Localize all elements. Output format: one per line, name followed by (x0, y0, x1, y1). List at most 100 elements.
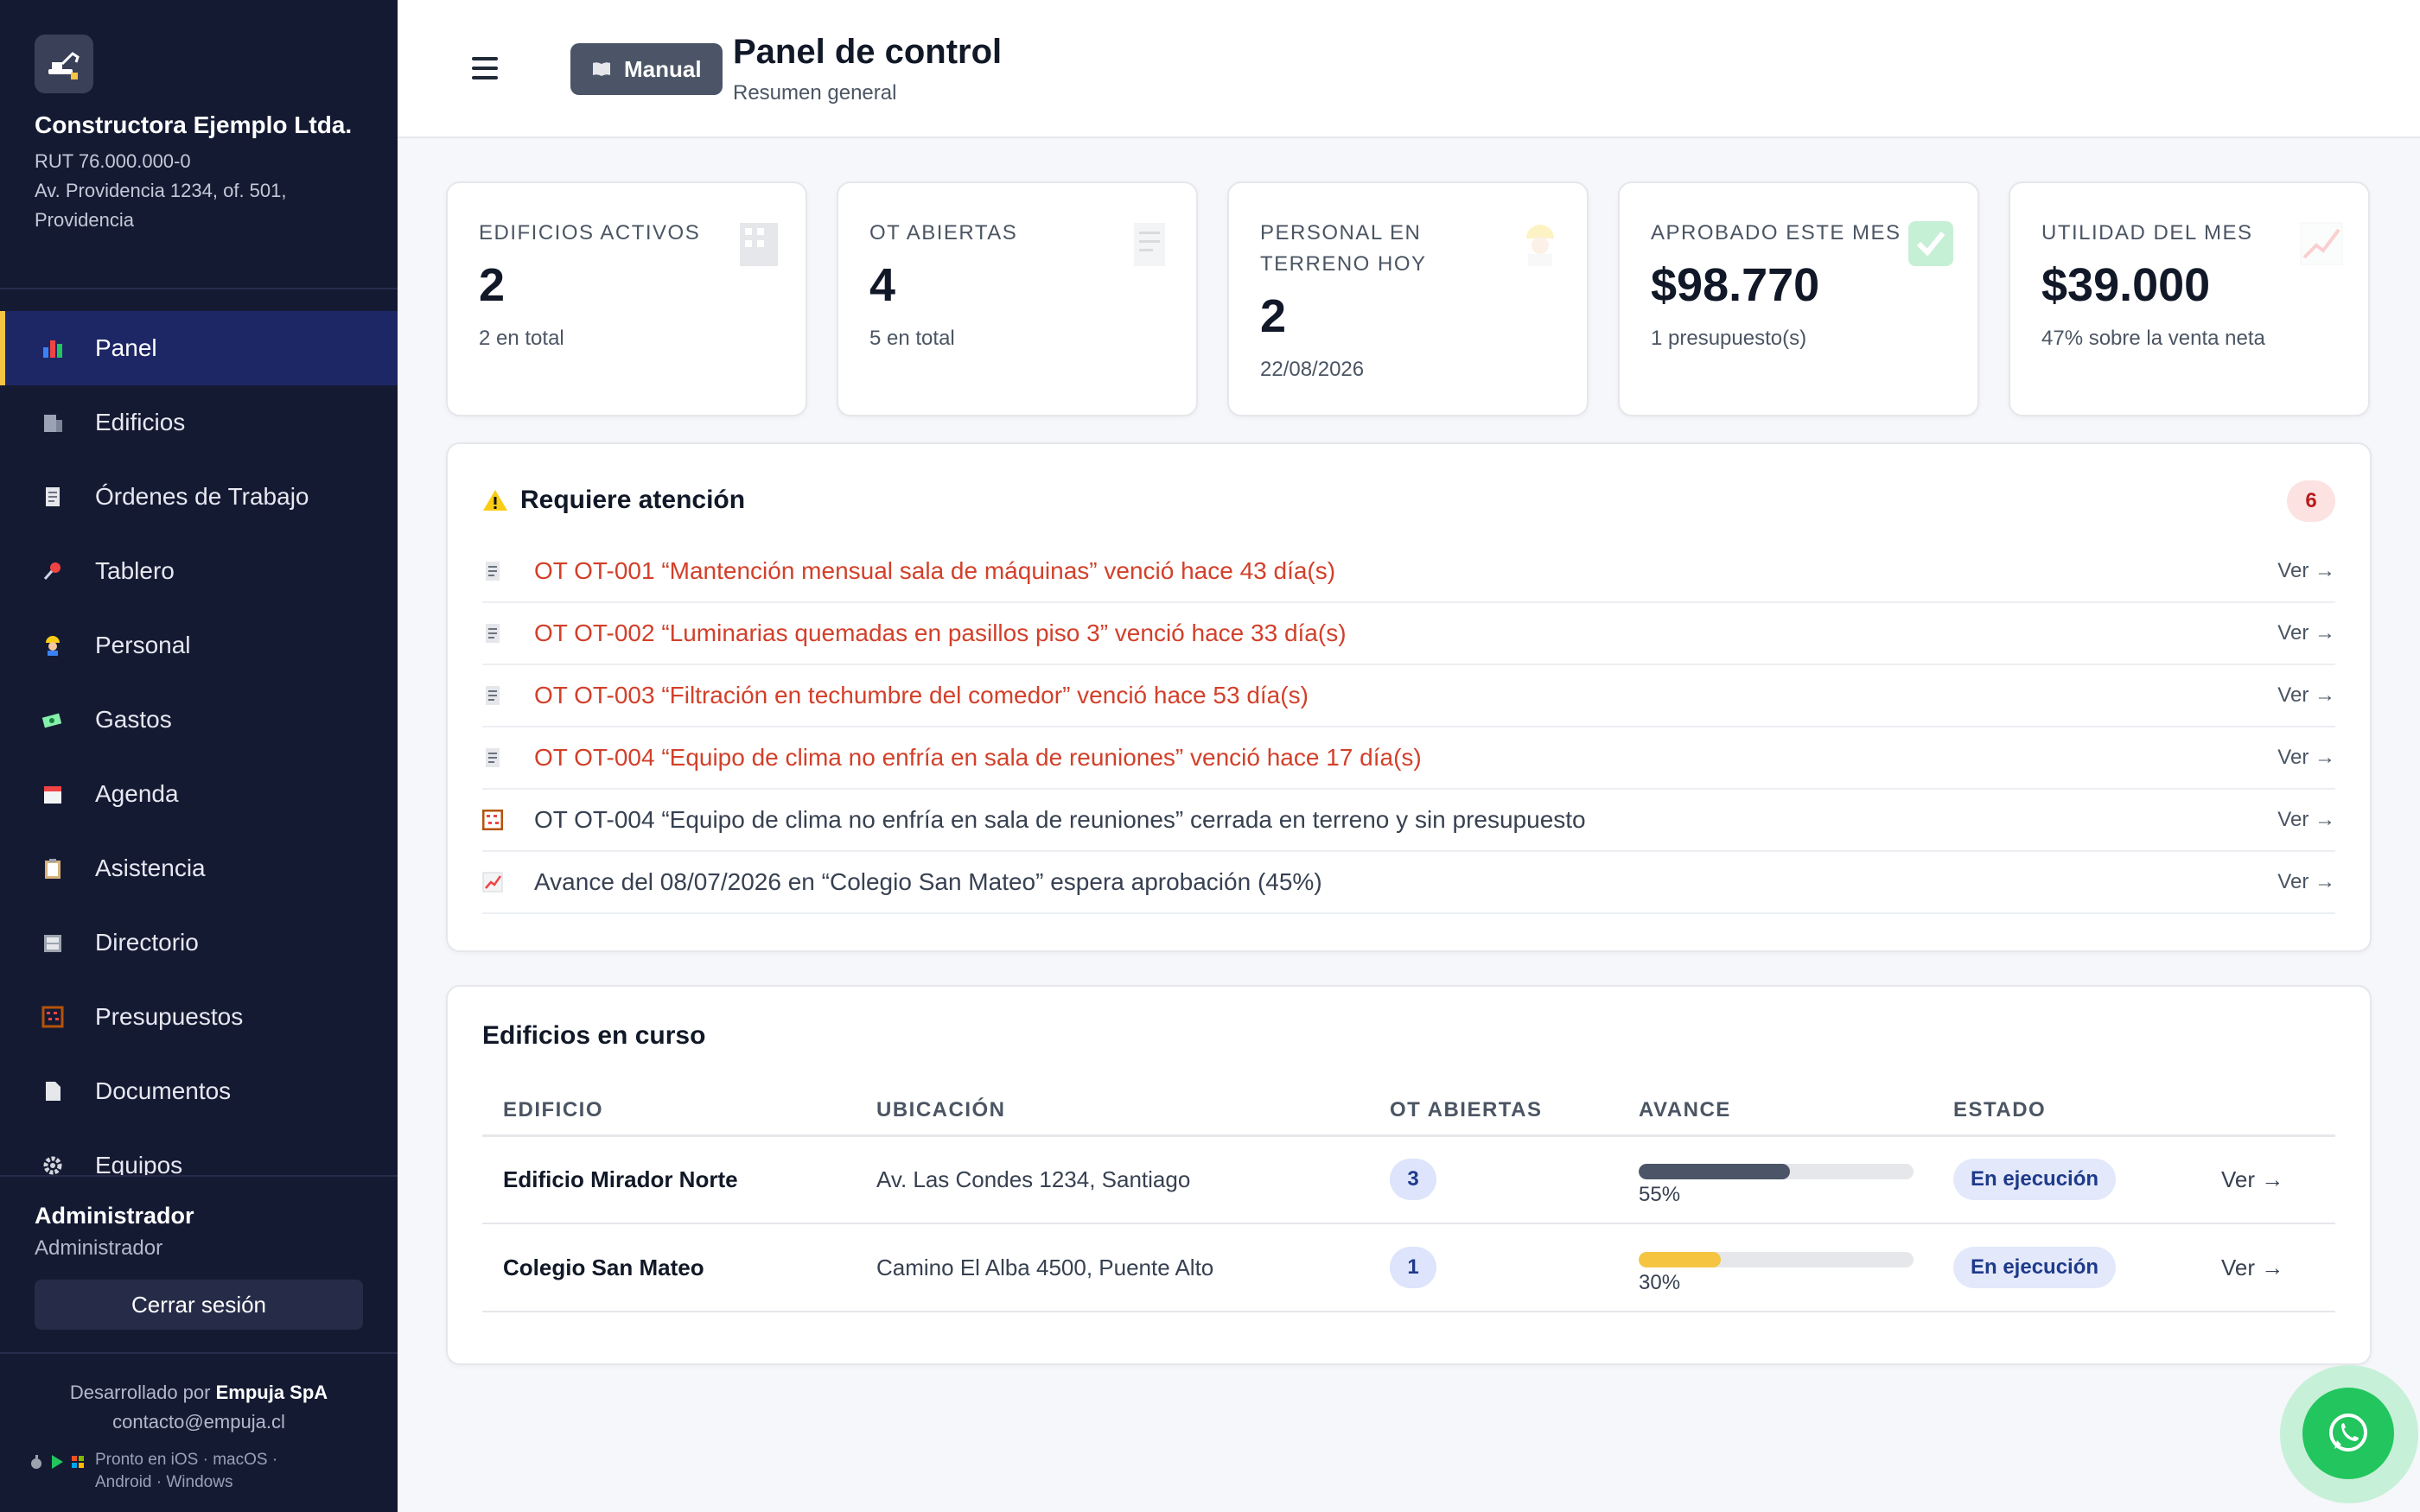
sidebar-item-label: Agenda (95, 780, 179, 807)
menu-toggle-icon[interactable] (472, 57, 498, 79)
attention-item[interactable]: OT OT-004 “Equipo de clima no enfría en … (482, 727, 2335, 790)
attention-count-badge: 6 (2287, 480, 2335, 522)
action-cell: Ver → (2200, 1135, 2335, 1224)
stat-value: $39.000 (2041, 259, 2211, 311)
sidebar-item-label: Gastos (95, 706, 172, 733)
stat-label: APROBADO ESTE MES (1651, 221, 1901, 245)
attention-title: Requiere atención (520, 486, 746, 514)
platform-icons (29, 1454, 85, 1470)
attention-header: Requiere atención (482, 479, 2335, 522)
stat-sub: 1 presupuesto(s) (1651, 327, 1807, 350)
manual-button-label: Manual (624, 55, 702, 82)
stat-card-utilidad[interactable]: UTILIDAD DEL MES $39.000 47% sobre la ve… (2009, 181, 2370, 416)
progress-bar (1639, 1252, 1914, 1267)
worker-icon (38, 631, 67, 660)
abacus-icon (482, 810, 503, 830)
progress-fill (1639, 1252, 1722, 1267)
sidebar-item-documentos[interactable]: Documentos (0, 1054, 398, 1128)
stat-label: OT ABIERTAS (869, 221, 1018, 245)
sidebar-item-edificios[interactable]: Edificios (0, 385, 398, 460)
view-link[interactable]: Ver → (2277, 870, 2335, 893)
sidebar-item-agenda[interactable]: Agenda (0, 757, 398, 831)
stat-card-ot-abiertas[interactable]: OT ABIERTAS 4 5 en total (837, 181, 1198, 416)
attention-item-text: OT OT-004 “Equipo de clima no enfría en … (534, 744, 1422, 771)
sidebar: Constructora Ejemplo Ltda. RUT 76.000.00… (0, 0, 398, 1512)
receipt-icon (482, 623, 503, 644)
stat-value: 2 (479, 259, 506, 311)
stat-card-edificios[interactable]: EDIFICIOS ACTIVOS 2 2 en total (446, 181, 807, 416)
view-link[interactable]: Ver → (2221, 1254, 2284, 1280)
attention-item[interactable]: OT OT-002 “Luminarias quemadas en pasill… (482, 603, 2335, 665)
view-link[interactable]: Ver → (2277, 808, 2335, 831)
status-cell: En ejecución (1933, 1135, 2200, 1224)
user-name: Administrador (35, 1203, 194, 1229)
excavator-icon (48, 52, 80, 79)
open-ot-badge: 1 (1390, 1247, 1436, 1288)
stat-value: 2 (1260, 290, 1287, 342)
sidebar-item-label: Equipos (95, 1152, 183, 1175)
view-link[interactable]: Ver → (2221, 1166, 2284, 1192)
column-header: UBICACIÓN (856, 1087, 1369, 1137)
attention-item[interactable]: Avance del 08/07/2026 en “Colegio San Ma… (482, 852, 2335, 914)
user-box: Administrador Administrador Cerrar sesió… (0, 1175, 398, 1352)
attention-item[interactable]: OT OT-003 “Filtración en techumbre del c… (482, 665, 2335, 727)
view-link[interactable]: Ver → (2277, 559, 2335, 582)
receipt-icon (482, 685, 503, 706)
sidebar-item-asistencia[interactable]: Asistencia (0, 831, 398, 905)
stat-card-aprobado[interactable]: APROBADO ESTE MES $98.770 1 presupuesto(… (1618, 181, 1979, 416)
stat-label: PERSONAL EN TERRENO HOY (1260, 221, 1427, 276)
sidebar-item-tablero[interactable]: Tablero (0, 534, 398, 608)
sidebar-item-panel[interactable]: Panel (0, 311, 398, 385)
topbar: Manual Panel de control Resumen general (398, 0, 2420, 138)
manual-button[interactable]: Manual (570, 43, 723, 95)
sidebar-item-presupuestos[interactable]: Presupuestos (0, 980, 398, 1054)
open-ot-cell: 1 (1369, 1223, 1618, 1312)
whatsapp-icon (2329, 1414, 2367, 1452)
whatsapp-button[interactable] (2302, 1388, 2394, 1479)
sidebar-footer: Desarrollado por Empuja SpA contacto@emp… (0, 1352, 398, 1512)
column-header-actions (2200, 1087, 2335, 1137)
progress-cell: 55% (1618, 1135, 1933, 1224)
attention-item[interactable]: OT OT-001 “Mantención mensual sala de má… (482, 541, 2335, 603)
developer-name[interactable]: Empuja SpA (215, 1382, 328, 1403)
table-row[interactable]: Edificio Mirador Norte Av. Las Condes 12… (482, 1135, 2335, 1224)
money-icon (38, 705, 67, 734)
sidebar-item-personal[interactable]: Personal (0, 608, 398, 683)
sidebar-item-equipos[interactable]: Equipos (0, 1128, 398, 1175)
building-icon (733, 218, 785, 270)
attention-item-text: OT OT-001 “Mantención mensual sala de má… (534, 557, 1336, 584)
status-cell: En ejecución (1933, 1223, 2200, 1312)
platforms-note: Pronto en iOS · macOS · Android · Windows (0, 1437, 398, 1494)
open-ot-cell: 3 (1369, 1135, 1618, 1224)
page-subtitle: Resumen general (733, 81, 897, 105)
buildings-panel: Edificios en curso EDIFICIO UBICACIÓN OT… (446, 985, 2372, 1365)
view-link[interactable]: Ver → (2277, 746, 2335, 769)
company-rut: RUT 76.000.000-0 (35, 150, 191, 172)
logout-button[interactable]: Cerrar sesión (35, 1280, 363, 1330)
stats-row: EDIFICIOS ACTIVOS 2 2 en total OT ABIERT… (446, 181, 2372, 416)
table-row[interactable]: Colegio San Mateo Camino El Alba 4500, P… (482, 1223, 2335, 1312)
windows-icon (72, 1456, 84, 1468)
receipt-icon (482, 561, 503, 581)
attention-item-text: OT OT-003 “Filtración en techumbre del c… (534, 682, 1309, 708)
sidebar-item-label: Órdenes de Trabajo (95, 483, 309, 510)
attention-item[interactable]: OT OT-004 “Equipo de clima no enfría en … (482, 790, 2335, 852)
building-name: Colegio San Mateo (482, 1223, 856, 1312)
view-link[interactable]: Ver → (2277, 621, 2335, 645)
stat-sub: 22/08/2026 (1260, 358, 1365, 381)
sidebar-item-label: Asistencia (95, 854, 206, 881)
view-link[interactable]: Ver → (2277, 683, 2335, 707)
warning-icon (483, 490, 507, 511)
sidebar-item-ordenes[interactable]: Órdenes de Trabajo (0, 460, 398, 534)
attention-list: OT OT-001 “Mantención mensual sala de má… (482, 541, 2335, 914)
stat-card-personal[interactable]: PERSONAL EN TERRENO HOY 2 22/08/2026 (1227, 181, 1589, 416)
attention-item-text: OT OT-004 “Equipo de clima no enfría en … (534, 806, 1586, 833)
user-role: Administrador (35, 1236, 163, 1260)
sidebar-item-gastos[interactable]: Gastos (0, 683, 398, 757)
sidebar-item-directorio[interactable]: Directorio (0, 905, 398, 980)
sidebar-item-label: Panel (95, 334, 157, 361)
developer-email[interactable]: contacto@empuja.cl (112, 1411, 285, 1433)
buildings-title: Edificios en curso (482, 1021, 706, 1050)
progress-label: 55% (1639, 1183, 1681, 1207)
trend-up-icon (2296, 218, 2347, 270)
